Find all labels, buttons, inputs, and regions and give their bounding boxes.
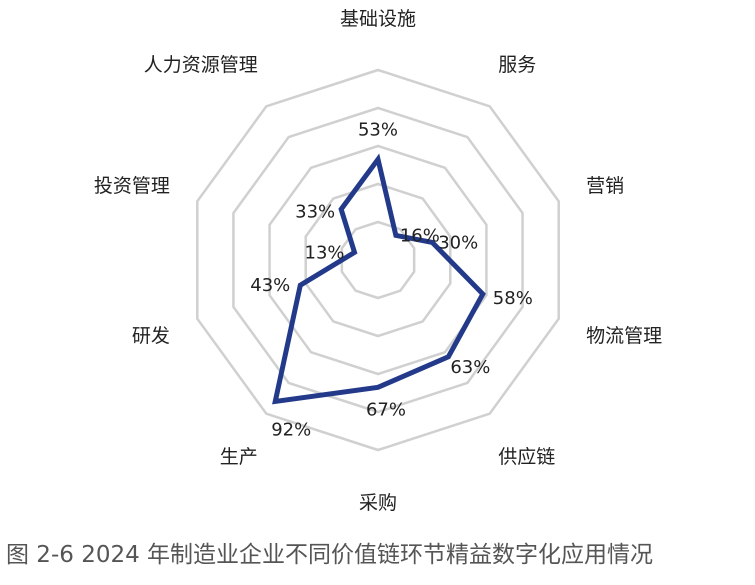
grid-ring [304, 182, 452, 338]
series-line [272, 153, 486, 405]
grid-ring [232, 106, 524, 414]
value-label: 53% [358, 119, 398, 140]
value-labels: 53% 16%30% 58% 63% 67% 92% 43% 13% 33% [250, 119, 533, 440]
category-label: 生产 [220, 446, 258, 468]
category-label: 供应链 [498, 446, 555, 468]
figure-caption: 图 2-6 2024 年制造业企业不同价值链环节精益数字化应用情况 [6, 542, 654, 568]
category-label: 营销 [586, 175, 624, 197]
value-label: 43% [250, 275, 290, 296]
value-label: 58% [493, 288, 533, 309]
value-label: 63% [450, 357, 490, 378]
value-label: 33% [295, 201, 335, 222]
category-label: 服务 [498, 54, 536, 76]
value-label: 67% [366, 399, 406, 420]
category-label: 基础设施 [340, 8, 416, 30]
category-label: 投资管理 [94, 175, 170, 197]
category-label: 研发 [132, 325, 170, 347]
radar-series [272, 153, 486, 405]
category-label: 物流管理 [586, 325, 662, 347]
grid-ring [268, 144, 488, 376]
grid-ring [196, 68, 560, 452]
radar-grid [196, 68, 560, 452]
grid-ring [340, 220, 416, 300]
category-label: 采购 [359, 492, 397, 514]
value-label: 92% [271, 419, 311, 440]
value-label: 13% [305, 242, 345, 263]
value-label: 30% [438, 232, 478, 253]
category-label: 人力资源管理 [144, 54, 258, 76]
value-label: 16% [400, 225, 440, 246]
